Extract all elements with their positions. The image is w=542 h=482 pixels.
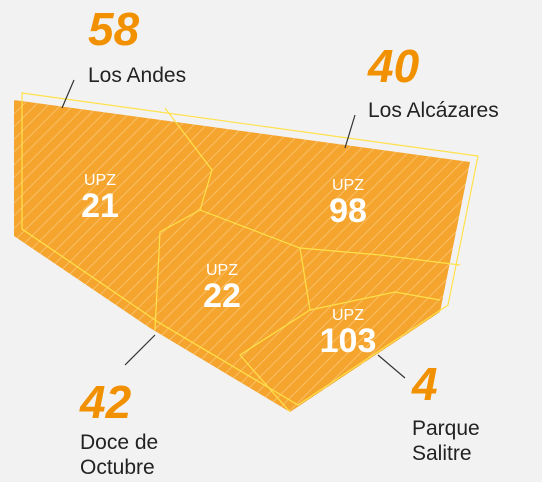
callout-name: Los Alcázares — [368, 99, 499, 122]
callout-number: 4 — [411, 358, 438, 410]
callout-name: Octubre — [80, 456, 155, 479]
callout-name: Doce de — [80, 431, 158, 454]
upz-number: 21 — [81, 187, 119, 225]
callout-name: Los Andes — [88, 64, 186, 87]
upz-prefix: UPZ — [332, 307, 364, 324]
leaders — [61, 79, 406, 379]
callout-number: 42 — [79, 376, 132, 428]
callout-name: Salitre — [412, 442, 472, 465]
area-outline — [21, 92, 479, 406]
upz-prefix: UPZ — [206, 262, 238, 279]
upz-number: 22 — [203, 277, 241, 315]
callout-number: 40 — [367, 40, 420, 92]
callout-name: Parque — [412, 417, 480, 440]
callout-number: 58 — [88, 3, 140, 55]
upz-prefix: UPZ — [332, 177, 364, 194]
upz-prefix: UPZ — [84, 172, 116, 189]
upz-number: 98 — [329, 192, 367, 230]
area — [14, 100, 470, 412]
boundaries — [154, 107, 461, 413]
upz-number: 103 — [320, 322, 377, 360]
